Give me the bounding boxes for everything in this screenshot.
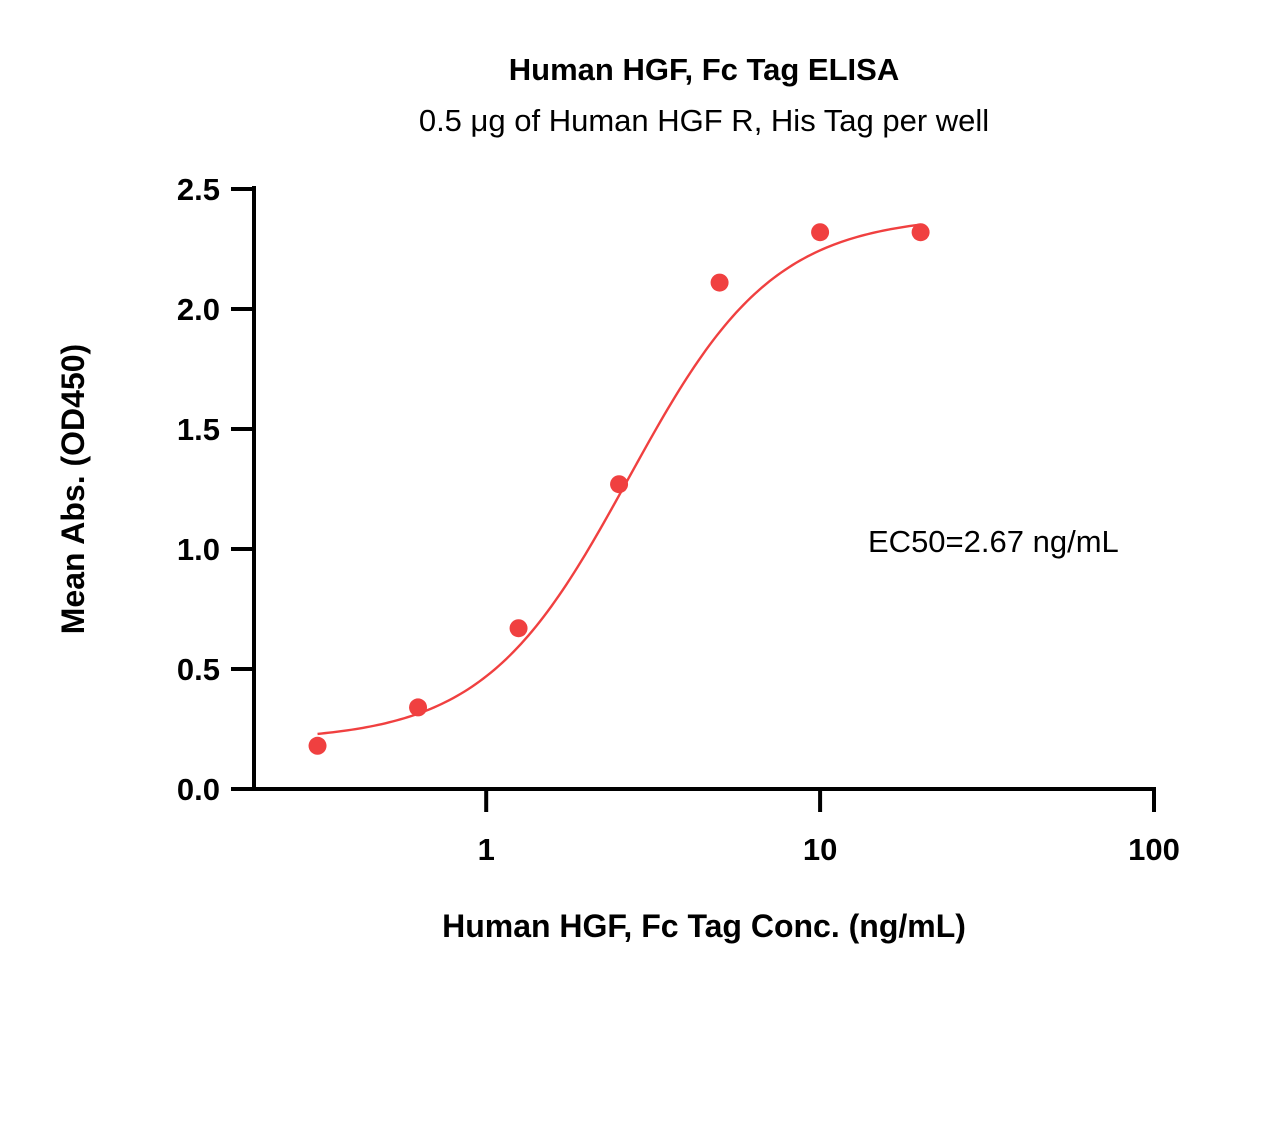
data-point: [509, 619, 528, 638]
y-tick-label: 1.0: [177, 532, 220, 567]
x-ticks: 1 10 100: [478, 789, 1180, 867]
data-point: [409, 698, 428, 717]
data-point: [610, 475, 629, 494]
x-axis: 1 10 100: [252, 787, 1180, 867]
x-tick-label: 10: [803, 832, 837, 867]
y-axis-title: Mean Abs. (OD450): [55, 344, 91, 634]
ec50-annotation: EC50=2.67 ng/mL: [868, 524, 1119, 559]
y-tick-label: 2.5: [177, 172, 220, 207]
y-tick-label: 0.5: [177, 652, 220, 687]
y-tick-label: 1.5: [177, 412, 220, 447]
chart-title: Human HGF, Fc Tag ELISA: [509, 52, 899, 87]
series-layer: [308, 223, 930, 755]
y-axis: 0.0 0.5 1.0 1.5 2.0 2.5: [177, 172, 256, 807]
y-tick-label: 0.0: [177, 772, 220, 807]
data-point: [308, 736, 327, 755]
x-tick-label: 100: [1128, 832, 1180, 867]
x-axis-title: Human HGF, Fc Tag Conc. (ng/mL): [442, 908, 966, 944]
data-point: [911, 223, 930, 242]
x-tick-label: 1: [478, 832, 495, 867]
data-point: [710, 273, 729, 292]
chart-subtitle: 0.5 μg of Human HGF R, His Tag per well: [419, 103, 989, 138]
y-tick-label: 2.0: [177, 292, 220, 327]
y-ticks: 0.0 0.5 1.0 1.5 2.0 2.5: [177, 172, 254, 807]
data-point: [811, 223, 830, 242]
